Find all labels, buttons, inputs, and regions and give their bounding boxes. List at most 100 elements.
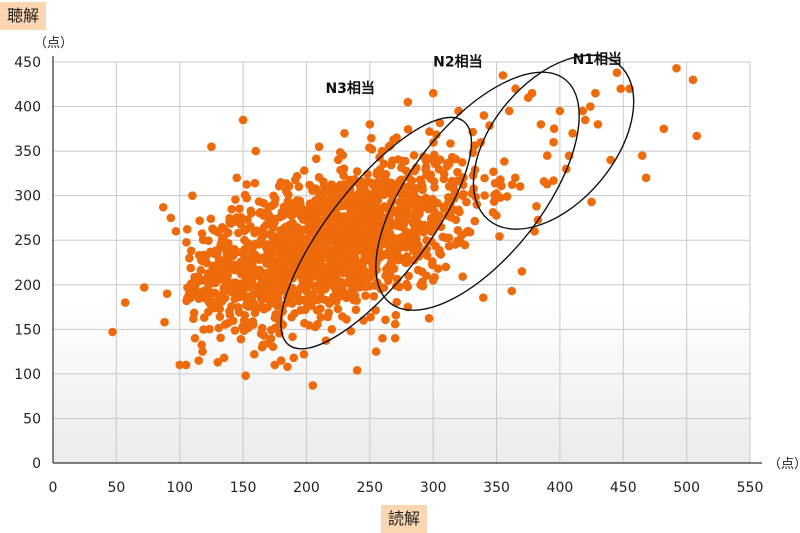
data-point <box>336 165 345 175</box>
data-point <box>451 154 461 164</box>
data-point <box>226 246 235 255</box>
data-point <box>351 305 361 315</box>
data-point <box>219 353 229 363</box>
data-point <box>209 225 219 235</box>
data-point <box>204 236 213 245</box>
data-point <box>510 173 520 183</box>
data-point <box>217 223 227 232</box>
data-point <box>446 212 456 222</box>
data-point <box>316 304 325 313</box>
data-point <box>345 236 354 245</box>
data-point <box>361 291 370 300</box>
data-point <box>196 265 206 275</box>
data-point <box>369 211 379 221</box>
data-point <box>339 179 349 189</box>
data-point <box>402 258 412 267</box>
axes <box>52 56 762 464</box>
data-point <box>264 295 274 304</box>
data-point <box>235 204 244 214</box>
x-tick-label: 400 <box>547 480 574 496</box>
data-point <box>259 304 269 314</box>
data-point <box>198 347 207 356</box>
data-point <box>396 163 406 173</box>
x-tick-label: 450 <box>610 480 637 496</box>
data-point <box>441 262 451 272</box>
data-point <box>507 286 517 296</box>
data-point <box>249 349 259 359</box>
data-point <box>292 171 302 181</box>
data-point <box>120 298 130 307</box>
data-point <box>336 213 346 222</box>
data-point <box>314 142 324 151</box>
data-point <box>284 223 293 233</box>
data-point <box>416 220 425 230</box>
data-point <box>364 273 374 283</box>
data-point <box>287 312 296 322</box>
data-point <box>400 156 410 166</box>
data-point <box>384 242 394 251</box>
data-point <box>206 214 216 224</box>
data-point <box>416 280 425 290</box>
data-point <box>453 226 463 235</box>
y-tick-label: 300 <box>14 189 41 205</box>
data-point <box>578 106 588 116</box>
data-point <box>204 290 213 300</box>
data-point <box>365 197 374 207</box>
data-point <box>269 219 278 228</box>
data-point <box>369 291 379 301</box>
x-tick-label: 100 <box>166 480 193 496</box>
data-point <box>199 313 209 322</box>
data-point <box>217 234 227 244</box>
data-point <box>428 88 438 98</box>
data-point <box>417 178 426 187</box>
data-point <box>279 211 288 220</box>
data-point <box>345 175 355 185</box>
data-point <box>223 318 233 328</box>
data-point <box>304 320 314 330</box>
y-axis-category-label: 聴解 <box>0 2 47 30</box>
level-ellipses <box>280 54 635 350</box>
data-point <box>182 225 192 234</box>
data-point <box>342 315 351 324</box>
data-point <box>422 224 432 233</box>
data-point <box>301 281 311 291</box>
data-point <box>333 155 343 165</box>
data-point <box>428 276 438 285</box>
data-point <box>276 178 286 187</box>
annotations: N3相当 N2相当 N1相当 <box>325 51 622 97</box>
data-point <box>353 258 362 267</box>
data-point <box>616 84 626 94</box>
data-point <box>160 317 169 327</box>
data-point <box>319 203 329 213</box>
data-point <box>308 381 318 390</box>
data-point <box>362 228 371 238</box>
level-ellipse <box>280 116 473 350</box>
data-point <box>396 222 406 231</box>
level-annotation: N1相当 <box>573 51 622 68</box>
data-point <box>248 273 258 283</box>
data-point <box>430 221 440 231</box>
data-point <box>267 270 277 280</box>
data-point <box>470 141 480 150</box>
data-point <box>181 360 191 370</box>
data-point <box>275 270 285 280</box>
data-point <box>236 220 245 229</box>
data-point <box>238 115 248 125</box>
data-point <box>230 326 240 335</box>
y-tick-label: 200 <box>14 278 41 294</box>
data-point <box>366 312 375 322</box>
data-point <box>432 130 441 139</box>
data-point <box>265 230 274 239</box>
data-point <box>365 120 375 129</box>
data-point <box>688 75 698 85</box>
data-point <box>591 88 600 98</box>
data-point <box>500 157 509 166</box>
data-point <box>315 196 324 206</box>
data-point <box>239 226 249 236</box>
data-point <box>435 246 444 255</box>
data-point <box>238 322 247 332</box>
data-point <box>262 220 271 229</box>
data-point <box>237 279 247 289</box>
data-point <box>325 219 335 229</box>
data-point <box>392 297 401 307</box>
